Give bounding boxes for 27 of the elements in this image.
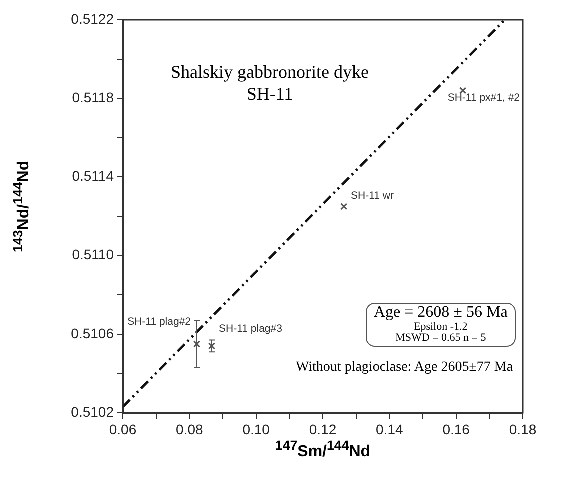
- annotation: SH-11 plag#3: [219, 322, 282, 335]
- x-tick-label: 0.06: [109, 421, 137, 438]
- x-tick-label: 0.14: [376, 421, 404, 438]
- point: [208, 342, 216, 350]
- x-tick-label: 0.08: [176, 421, 204, 438]
- annotation: Epsilon -1.2: [413, 320, 469, 334]
- annotation: Without plagioclase: Age 2605±77 Ma: [296, 360, 514, 376]
- y-tick-label: 0.5110: [72, 246, 114, 263]
- y-tick-label: 0.5122: [71, 10, 114, 27]
- point: [193, 340, 201, 348]
- y-tick-label: 0.5106: [71, 325, 114, 342]
- y-tick-label: 0.5102: [71, 404, 114, 420]
- text: 0.10: [242, 421, 270, 438]
- x-axis-title: $^{147}$Sm/$^{144}$Nd: [274, 438, 372, 462]
- annotation: Age = 2608 ± 56 Ma: [374, 304, 508, 322]
- annotation: SH-11 wr: [351, 190, 394, 202]
- x-tick-label: 0.12: [309, 421, 337, 438]
- annotation: Shalskiy gabbronorite dyke: [170, 62, 370, 83]
- annotation: SH-11: [246, 84, 294, 105]
- x-tick-label: 0.18: [509, 421, 537, 438]
- x-tick-label: 0.16: [442, 421, 470, 438]
- annotation: SH-11 px#1, #2: [448, 92, 520, 104]
- annotation: SH-11 plag#2: [128, 316, 191, 328]
- y-tick-label: 0.5118: [72, 89, 114, 106]
- y-tick-label: 0.5114: [72, 168, 114, 184]
- annotation: MSWD = 0.65 n = 5: [394, 332, 488, 345]
- point: [340, 203, 348, 210]
